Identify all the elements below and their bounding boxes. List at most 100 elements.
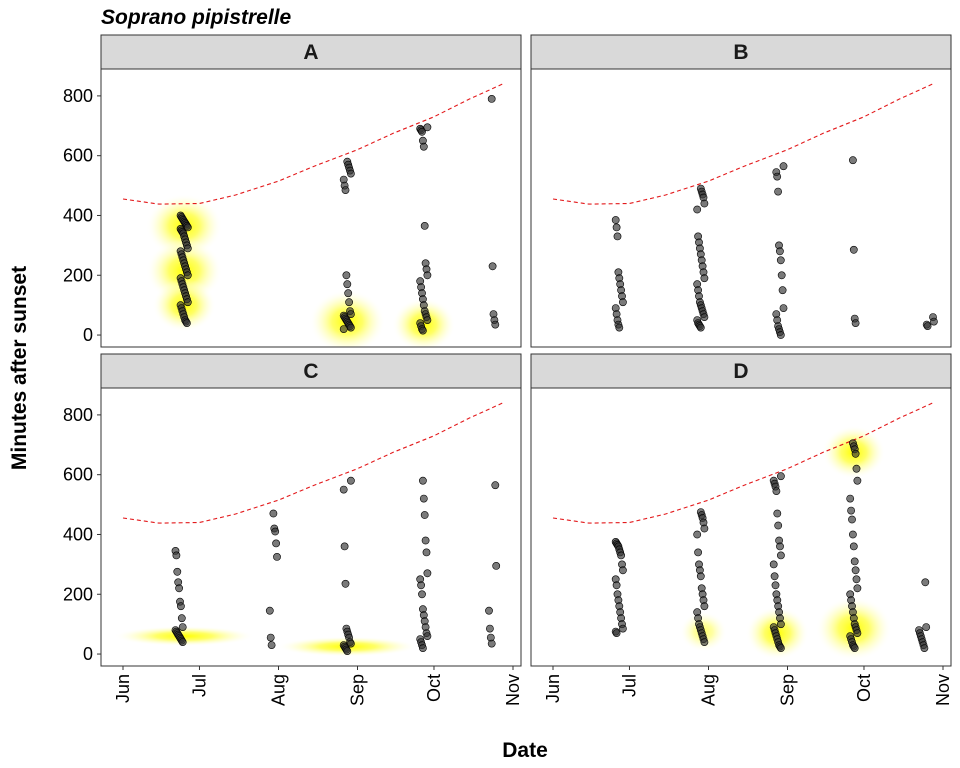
x-tick-label: Nov [503,674,523,706]
sunrise-line [122,402,504,524]
data-point [776,331,785,339]
data-point [769,560,778,569]
data-point [491,481,500,490]
data-point [846,494,855,503]
sunrise-line [552,83,934,205]
data-point [852,464,861,473]
facet-strip-c [100,353,522,389]
plot-area [552,402,934,661]
data-point [612,629,621,637]
data-point [615,323,624,332]
data-point [776,256,785,265]
x-tick-label: Sep [778,674,798,706]
data-point [417,581,425,590]
data-point [619,624,627,633]
x-tick-label: Aug [698,674,718,706]
data-point [777,644,785,652]
data-point [776,542,784,551]
data-point [271,527,280,536]
data-point [269,509,278,518]
x-tick-label: Nov [933,674,953,706]
data-point [777,551,785,560]
data-point [773,172,782,181]
data-point [421,536,430,545]
density-hotspot [114,626,255,647]
data-point [423,271,432,280]
data-point [693,205,702,214]
data-point [423,569,432,578]
sunrise-line [552,402,934,524]
data-point [612,223,621,232]
facet-label: D [733,360,748,383]
data-point [175,584,183,593]
panel-a: A 0 200 400 600 800 [63,34,522,348]
x-axis-label: Date [502,739,548,762]
data-point [267,641,276,649]
data-point [272,539,280,548]
facet-label: C [303,360,318,383]
data-point [694,548,702,557]
data-point [700,274,709,283]
data-point [346,476,355,485]
data-point [346,323,355,332]
data-point [485,624,494,633]
data-point [341,579,350,588]
facet-label: A [303,41,318,64]
data-point [341,186,350,194]
data-point [173,567,182,576]
data-point [491,320,500,329]
plot-area [122,83,504,347]
data-point [182,319,191,327]
data-point [777,620,785,629]
panel-d: D Jun Jul Aug Sep Oct Nov [530,353,953,706]
data-point [177,614,186,623]
data-point [419,494,428,503]
data-point [172,551,181,560]
data-point [771,581,780,590]
plot-area [552,83,938,339]
x-tick-label: Jul [189,674,209,697]
sunrise-line [122,83,504,205]
data-point [343,280,352,289]
data-point [851,566,860,575]
data-point [773,509,782,518]
data-point [847,506,855,515]
panel-border [100,68,522,348]
data-point [848,515,856,524]
data-point [273,553,281,561]
data-point [419,142,428,151]
data-point [852,575,861,584]
data-point [612,581,621,590]
data-point [423,316,432,324]
x-tick-label: Oct [854,674,874,702]
data-point [183,244,192,253]
y-tick-label: 200 [63,584,93,604]
y-axis-title: Minutes after sunset [8,266,31,470]
panel-border [100,387,522,667]
data-point [700,199,709,208]
data-point [619,566,627,575]
facet-strip-a [100,34,522,70]
data-point [485,606,493,615]
y-tick-label: 0 [83,325,93,345]
data-point [617,551,625,560]
data-point [930,317,938,326]
data-point [772,487,781,495]
data-point [696,323,705,332]
y-tick-label: 800 [63,86,93,106]
data-point [693,530,702,539]
data-point [774,187,782,196]
data-point [345,298,353,307]
data-point [423,632,432,640]
data-point [265,606,274,615]
data-point [853,629,862,637]
facet-strip-b [530,34,952,70]
data-point [488,262,497,271]
panel-c: C 0 200 400 600 800 Jun Jul Aug Sep Oct Nov [63,353,523,706]
chart-title: Soprano pipistrelle [101,6,292,29]
data-point [849,542,858,551]
y-tick-label: 800 [63,405,93,425]
panel-b: B [530,34,952,348]
data-point [422,548,431,557]
